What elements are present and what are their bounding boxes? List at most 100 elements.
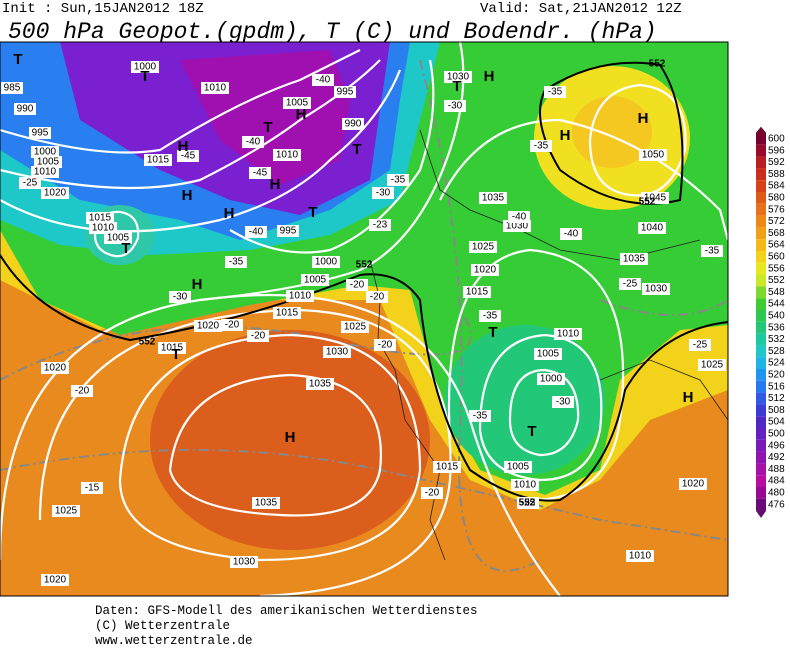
scale-label: 540: [768, 311, 785, 322]
label-box: [277, 225, 299, 237]
pressure-label: 1030: [233, 557, 256, 568]
label-box: [247, 330, 269, 342]
label-box: [312, 256, 340, 268]
temp-label: -20: [425, 488, 440, 499]
label-box: [534, 348, 562, 360]
scale-swatch: [756, 404, 766, 417]
scale-label: 504: [768, 417, 785, 428]
scale-label: 568: [768, 228, 785, 239]
scale-label: 572: [768, 216, 785, 227]
pressure-center: H: [638, 110, 649, 127]
pressure-label: 1020: [44, 575, 67, 586]
pressure-label: 1015: [147, 155, 170, 166]
temp-label: -20: [75, 386, 90, 397]
label-box: [701, 245, 723, 257]
label-box: [560, 228, 582, 240]
scale-swatch: [756, 133, 766, 145]
label-box: [201, 82, 229, 94]
isobar: [478, 333, 603, 482]
scale-label: 496: [768, 440, 785, 451]
scale-swatch: [756, 416, 766, 428]
pressure-label: 1030: [506, 221, 529, 232]
pressure-label: 1020: [44, 363, 67, 374]
scale-label: 544: [768, 299, 785, 310]
label-box: [41, 362, 69, 374]
pressure-label: 1040: [641, 223, 664, 234]
scale-label: 560: [768, 252, 785, 263]
isobar: [508, 368, 580, 457]
pressure-label: 1010: [276, 150, 299, 161]
label-box: [619, 278, 641, 290]
scale-swatch: [756, 463, 766, 476]
pressure-center: T: [527, 423, 536, 440]
isobar: [38, 308, 452, 596]
scale-swatch: [756, 498, 766, 511]
label-box: [341, 321, 369, 333]
pressure-label: 1030: [645, 284, 668, 295]
coastline: [369, 259, 446, 561]
scale-swatch: [756, 357, 766, 369]
label-box: [273, 307, 301, 319]
scale-label: 548: [768, 287, 785, 298]
label-box: [334, 86, 356, 98]
temp-label: -40: [316, 75, 331, 86]
pressure-label: 1050: [642, 150, 665, 161]
label-box: [104, 232, 132, 244]
pressure-label: 1035: [482, 193, 505, 204]
temp-label: -40: [564, 229, 579, 240]
label-box: [225, 256, 247, 268]
pressure-label: 1030: [447, 72, 470, 83]
pressure-label: 1035: [623, 254, 646, 265]
pressure-center: H: [296, 106, 307, 123]
scale-swatch: [756, 475, 766, 487]
pressure-center: H: [484, 68, 495, 85]
pressure-center: T: [452, 78, 461, 95]
map-frame: [0, 41, 729, 597]
temp-label: -20: [225, 320, 240, 331]
pressure-center: T: [140, 68, 149, 85]
pressure-label: 990: [345, 119, 362, 130]
scale-swatch: [756, 321, 766, 334]
label-box: [537, 373, 565, 385]
label-box: [252, 497, 280, 509]
pressure-center: T: [308, 204, 317, 221]
scale-swatch: [756, 451, 766, 464]
label-box: [323, 346, 351, 358]
pressure-label: 1010: [34, 167, 57, 178]
pressure-center: T: [263, 119, 272, 136]
scale-swatch: [756, 298, 766, 310]
pressure-center: H: [560, 127, 571, 144]
pressure-label: 1025: [55, 506, 78, 517]
init-time: Init : Sun,15JAN2012 18Z: [2, 1, 204, 17]
scale-label: 564: [768, 240, 785, 251]
scale-label: 512: [768, 393, 785, 404]
temp-label: -25: [23, 178, 38, 189]
scale-swatch: [756, 239, 766, 251]
temp-label: -35: [548, 87, 563, 98]
temp-label: -35: [705, 246, 720, 257]
scale-swatch: [756, 262, 766, 275]
scale-label: 584: [768, 181, 785, 192]
label-box: [642, 283, 670, 295]
scale-swatch: [756, 180, 766, 192]
scale-label: 556: [768, 263, 785, 274]
scale-swatch: [756, 345, 766, 358]
pressure-label: 1035: [255, 498, 278, 509]
temp-label: -30: [376, 188, 391, 199]
scale-label: 528: [768, 346, 785, 357]
temp-label: -20: [370, 292, 385, 303]
label-box: [369, 219, 391, 231]
label-box: [86, 212, 114, 224]
label-box: [29, 127, 51, 139]
label-box: [469, 410, 491, 422]
color-scale: 6005965925885845805765725685645605565525…: [755, 126, 785, 519]
label-box: [89, 222, 117, 234]
temp-label: -15: [85, 483, 100, 494]
label-box: [374, 339, 396, 351]
label-box: [463, 286, 491, 298]
label-box: [479, 310, 501, 322]
scale-swatch: [756, 333, 766, 346]
pressure-label: 1010: [289, 291, 312, 302]
label-box: [41, 574, 69, 586]
scale-label: 520: [768, 370, 785, 381]
